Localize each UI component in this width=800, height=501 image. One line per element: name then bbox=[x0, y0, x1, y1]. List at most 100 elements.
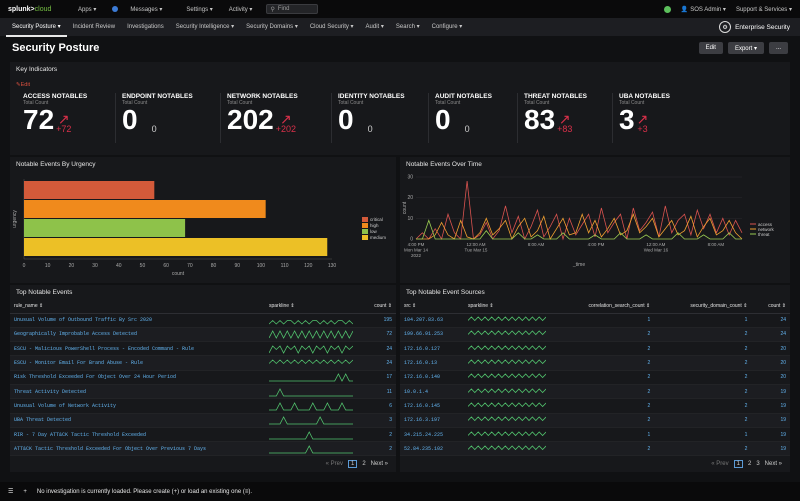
table-row[interactable]: UBA Threat Detected 3 bbox=[10, 413, 396, 428]
rule-name-cell[interactable]: RIR - 7 Day ATT&CK Tactic Threshold Exce… bbox=[10, 427, 265, 443]
nav-item-6[interactable]: Audit ▾ bbox=[365, 24, 384, 30]
add-investigation-icon[interactable]: + bbox=[23, 488, 27, 495]
kpi-2[interactable]: NETWORK NOTABLES Total Count 202 ↗ +202 bbox=[227, 93, 319, 143]
messages-menu[interactable]: Messages ▾ bbox=[104, 6, 178, 13]
col-correlation-search-count[interactable]: correlation_search_count ⇕ bbox=[550, 300, 655, 314]
kpi-6[interactable]: UBA NOTABLES Total Count 3 ↗ +3 bbox=[619, 93, 689, 143]
table-row[interactable]: Unusual Volume of Outbound Traffic By Sr… bbox=[10, 313, 396, 328]
col-rule-name[interactable]: rule_name ⇕ bbox=[10, 300, 265, 314]
kpi-1[interactable]: ENDPOINT NOTABLES Total Count 0 0 bbox=[122, 93, 208, 143]
src-count-cell[interactable]: 20 bbox=[751, 341, 790, 357]
src-count-cell[interactable]: 19 bbox=[751, 413, 790, 428]
rule-name-cell[interactable]: Risk Threshold Exceeded For Object Over … bbox=[10, 370, 265, 385]
table-row[interactable]: Risk Threshold Exceeded For Object Over … bbox=[10, 370, 396, 385]
bar-low[interactable] bbox=[24, 219, 186, 237]
src-count-cell[interactable]: 20 bbox=[751, 355, 790, 371]
count-cell[interactable]: 2 bbox=[367, 441, 396, 457]
col-security-domain-count[interactable]: security_domain_count ⇕ bbox=[654, 300, 752, 314]
correlation-count-cell[interactable]: 2 bbox=[550, 384, 655, 400]
src-count-cell[interactable]: 24 bbox=[751, 313, 790, 328]
next-page-link[interactable]: Next » bbox=[370, 461, 388, 467]
table-row[interactable]: Unusual Volume of Network Activity 6 bbox=[10, 398, 396, 414]
src-cell[interactable]: 172.16.3.197 bbox=[400, 413, 464, 428]
nav-item-4[interactable]: Security Domains ▾ bbox=[246, 24, 298, 30]
table-row[interactable]: ESCU - Malicious PowerShell Process - En… bbox=[10, 341, 396, 357]
src-count-cell[interactable]: 24 bbox=[751, 327, 790, 343]
rule-name-cell[interactable]: Geographically Improbable Access Detecte… bbox=[10, 327, 265, 343]
domain-count-cell[interactable]: 2 bbox=[654, 355, 752, 371]
count-cell[interactable]: 195 bbox=[367, 313, 396, 328]
table-row[interactable]: Threat Activity Detected 11 bbox=[10, 384, 396, 400]
src-cell[interactable]: 104.207.83.63 bbox=[400, 313, 464, 328]
count-cell[interactable]: 2 bbox=[367, 427, 396, 443]
src-count-cell[interactable]: 19 bbox=[751, 384, 790, 400]
count-cell[interactable]: 17 bbox=[367, 370, 396, 385]
domain-count-cell[interactable]: 1 bbox=[654, 313, 752, 328]
series-line-network[interactable] bbox=[416, 212, 743, 241]
rule-name-cell[interactable]: UBA Threat Detected bbox=[10, 413, 265, 428]
kpi-0[interactable]: ACCESS NOTABLES Total Count 72 ↗ +72 bbox=[23, 93, 103, 143]
series-line-access[interactable] bbox=[415, 181, 743, 241]
correlation-count-cell[interactable]: 2 bbox=[550, 355, 655, 371]
nav-item-8[interactable]: Configure ▾ bbox=[431, 24, 463, 30]
edit-button[interactable]: Edit bbox=[698, 42, 723, 54]
domain-count-cell[interactable]: 2 bbox=[654, 384, 752, 400]
src-page-2-link[interactable]: 2 bbox=[747, 461, 752, 467]
count-cell[interactable]: 6 bbox=[367, 398, 396, 414]
col-count[interactable]: count ⇕ bbox=[367, 300, 396, 314]
src-count-cell[interactable]: 20 bbox=[751, 370, 790, 385]
count-cell[interactable]: 3 bbox=[367, 413, 396, 428]
series-line-threat[interactable] bbox=[416, 219, 742, 240]
src-cell[interactable]: 172.16.0.13 bbox=[400, 355, 464, 371]
menu-icon[interactable]: ☰ bbox=[8, 489, 14, 495]
table-row[interactable]: 172.16.0.145 2 2 19 bbox=[400, 398, 790, 414]
table-row[interactable]: ATT&CK Tactic Threshold Exceeded For Obj… bbox=[10, 441, 396, 457]
correlation-count-cell[interactable]: 2 bbox=[550, 341, 655, 357]
nav-item-3[interactable]: Security Intelligence ▾ bbox=[175, 24, 235, 30]
table-row[interactable]: ESCU - Monitor Email For Brand Abuse - R… bbox=[10, 355, 396, 371]
domain-count-cell[interactable]: 2 bbox=[654, 341, 752, 357]
kpi-4[interactable]: AUDIT NOTABLES Total Count 0 0 bbox=[435, 93, 505, 143]
activity-menu[interactable]: Activity ▾ bbox=[228, 6, 253, 13]
src-count-cell[interactable]: 19 bbox=[751, 427, 790, 443]
rule-name-cell[interactable]: Unusual Volume of Network Activity bbox=[10, 398, 265, 414]
domain-count-cell[interactable]: 2 bbox=[654, 370, 752, 385]
col-src-count[interactable]: count ⇕ bbox=[751, 300, 790, 314]
count-cell[interactable]: 72 bbox=[367, 327, 396, 343]
table-row[interactable]: 52.84.235.102 2 2 19 bbox=[400, 441, 790, 457]
edit-indicators-link[interactable]: ✎Edit bbox=[16, 82, 31, 88]
settings-menu[interactable]: Settings ▾ bbox=[186, 6, 213, 13]
nav-item-5[interactable]: Cloud Security ▾ bbox=[309, 24, 354, 30]
correlation-count-cell[interactable]: 2 bbox=[550, 370, 655, 385]
nav-item-2[interactable]: Investigations bbox=[127, 24, 164, 30]
user-menu[interactable]: SOS Admin ▾ bbox=[690, 6, 726, 13]
find-input[interactable]: ⚲ Find bbox=[266, 4, 319, 14]
correlation-count-cell[interactable]: 2 bbox=[550, 327, 655, 343]
src-cell[interactable]: 10.0.1.4 bbox=[400, 384, 464, 400]
rule-name-cell[interactable]: ATT&CK Tactic Threshold Exceeded For Obj… bbox=[10, 441, 265, 457]
prev-page-link[interactable]: « Prev bbox=[325, 461, 343, 467]
correlation-count-cell[interactable]: 1 bbox=[550, 427, 655, 443]
src-cell[interactable]: 172.16.0.140 bbox=[400, 370, 464, 385]
kpi-3[interactable]: IDENTITY NOTABLES Total Count 0 0 bbox=[338, 93, 416, 143]
domain-count-cell[interactable]: 2 bbox=[654, 413, 752, 428]
src-count-cell[interactable]: 19 bbox=[751, 398, 790, 414]
src-cell[interactable]: 172.16.0.127 bbox=[400, 341, 464, 357]
col-sparkline[interactable]: sparkline ⇕ bbox=[265, 300, 368, 314]
col-src-sparkline[interactable]: sparkline ⇕ bbox=[464, 300, 550, 314]
src-cell[interactable]: 199.66.91.253 bbox=[400, 327, 464, 343]
table-row[interactable]: 34.215.24.225 1 1 19 bbox=[400, 427, 790, 443]
rule-name-cell[interactable]: ESCU - Malicious PowerShell Process - En… bbox=[10, 341, 265, 357]
bar-critical[interactable] bbox=[24, 181, 155, 199]
table-row[interactable]: 172.16.0.13 2 2 20 bbox=[400, 355, 790, 371]
src-page-3-link[interactable]: 3 bbox=[756, 461, 760, 467]
rule-name-cell[interactable]: Threat Activity Detected bbox=[10, 384, 265, 400]
correlation-count-cell[interactable]: 1 bbox=[550, 313, 655, 328]
nav-item-7[interactable]: Search ▾ bbox=[395, 24, 420, 30]
domain-count-cell[interactable]: 2 bbox=[654, 441, 752, 457]
table-row[interactable]: 104.207.83.63 1 1 24 bbox=[400, 313, 790, 328]
page-2-link[interactable]: 2 bbox=[362, 461, 366, 467]
correlation-count-cell[interactable]: 2 bbox=[550, 441, 655, 457]
src-page-1-link[interactable]: 1 bbox=[733, 460, 743, 468]
src-cell[interactable]: 172.16.0.145 bbox=[400, 398, 464, 414]
